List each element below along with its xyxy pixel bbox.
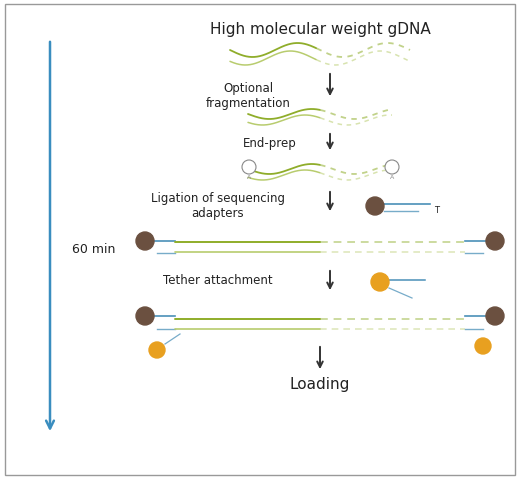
Text: Loading: Loading — [290, 377, 350, 392]
Text: Ligation of sequencing
adapters: Ligation of sequencing adapters — [151, 192, 285, 219]
Circle shape — [475, 338, 491, 354]
Circle shape — [136, 307, 154, 325]
Text: A: A — [390, 175, 394, 180]
Circle shape — [371, 274, 389, 291]
Text: End-prep: End-prep — [243, 137, 297, 150]
Circle shape — [366, 198, 384, 216]
Text: A: A — [247, 175, 251, 180]
Text: Tether attachment: Tether attachment — [163, 274, 273, 287]
Circle shape — [486, 232, 504, 251]
Circle shape — [242, 161, 256, 175]
Text: 60 min: 60 min — [72, 243, 115, 256]
Text: Optional
fragmentation: Optional fragmentation — [205, 82, 291, 110]
Text: High molecular weight gDNA: High molecular weight gDNA — [210, 22, 431, 37]
Circle shape — [136, 232, 154, 251]
Circle shape — [486, 307, 504, 325]
Circle shape — [149, 342, 165, 358]
Text: T: T — [434, 206, 439, 215]
Circle shape — [385, 161, 399, 175]
